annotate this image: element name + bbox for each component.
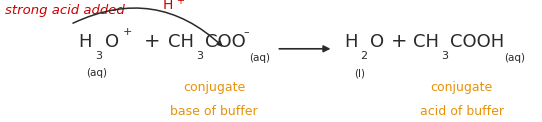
Text: –: – [244, 27, 249, 37]
Text: 3: 3 [95, 51, 102, 61]
Text: conjugate: conjugate [183, 81, 245, 94]
Text: (l): (l) [354, 68, 365, 78]
Text: +: + [391, 32, 408, 51]
Text: (aq): (aq) [504, 53, 525, 63]
Text: base of buffer: base of buffer [170, 105, 258, 118]
Text: conjugate: conjugate [431, 81, 493, 94]
Text: +: + [176, 0, 184, 6]
Text: O: O [370, 33, 384, 51]
Text: +: + [123, 27, 132, 37]
Text: +: + [144, 32, 160, 51]
Text: (aq): (aq) [249, 53, 270, 63]
Text: H: H [163, 0, 173, 12]
Text: CH: CH [168, 33, 194, 51]
Text: COOH: COOH [450, 33, 504, 51]
Text: 2: 2 [360, 51, 367, 61]
Text: acid of buffer: acid of buffer [420, 105, 504, 118]
Text: H: H [344, 33, 358, 51]
Text: 3: 3 [196, 51, 203, 61]
Text: O: O [105, 33, 119, 51]
Text: 3: 3 [441, 51, 448, 61]
Text: COO: COO [205, 33, 246, 51]
Text: H: H [79, 33, 92, 51]
Text: CH: CH [413, 33, 439, 51]
Text: strong acid added: strong acid added [5, 4, 125, 17]
Text: (aq): (aq) [86, 68, 107, 78]
